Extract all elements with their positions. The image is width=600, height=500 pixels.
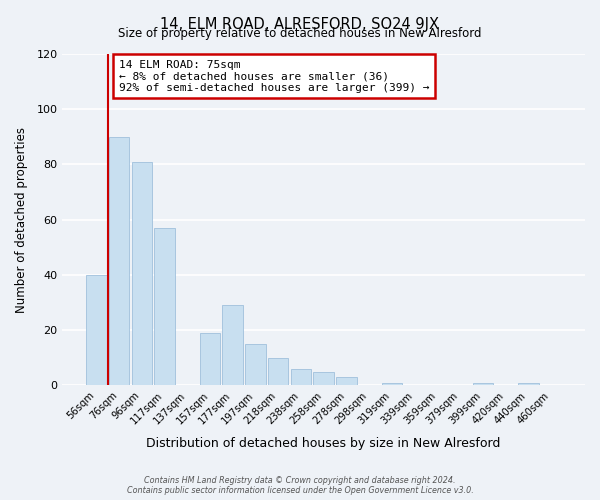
- Bar: [382, 382, 402, 386]
- Text: 14, ELM ROAD, ALRESFORD, SO24 9JX: 14, ELM ROAD, ALRESFORD, SO24 9JX: [161, 18, 439, 32]
- Bar: [200, 333, 220, 386]
- Bar: [131, 162, 152, 386]
- Text: Contains HM Land Registry data © Crown copyright and database right 2024.
Contai: Contains HM Land Registry data © Crown c…: [127, 476, 473, 495]
- Bar: [154, 228, 175, 386]
- Text: Size of property relative to detached houses in New Alresford: Size of property relative to detached ho…: [118, 28, 482, 40]
- Bar: [518, 382, 539, 386]
- Bar: [290, 369, 311, 386]
- Bar: [336, 377, 356, 386]
- Bar: [109, 137, 129, 386]
- Y-axis label: Number of detached properties: Number of detached properties: [15, 126, 28, 312]
- Bar: [473, 382, 493, 386]
- Text: 14 ELM ROAD: 75sqm
← 8% of detached houses are smaller (36)
92% of semi-detached: 14 ELM ROAD: 75sqm ← 8% of detached hous…: [119, 60, 430, 92]
- Bar: [268, 358, 289, 386]
- Bar: [223, 306, 243, 386]
- X-axis label: Distribution of detached houses by size in New Alresford: Distribution of detached houses by size …: [146, 437, 501, 450]
- Bar: [313, 372, 334, 386]
- Bar: [245, 344, 266, 386]
- Bar: [86, 275, 107, 386]
